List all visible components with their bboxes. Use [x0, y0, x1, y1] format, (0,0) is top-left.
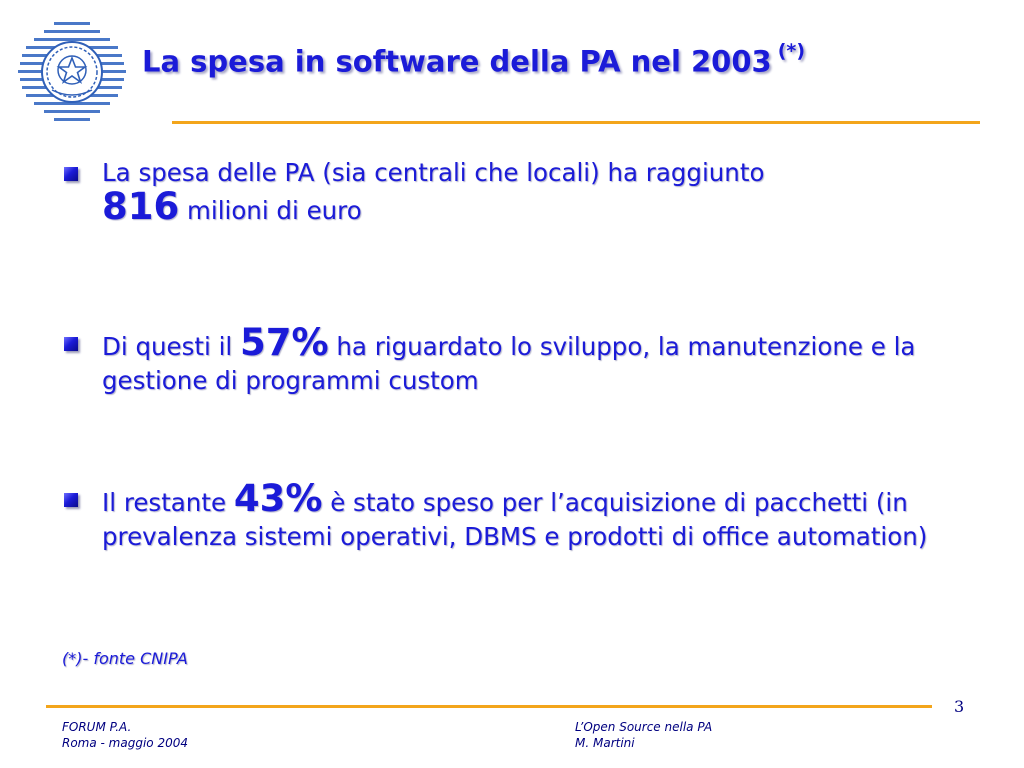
bullet-text-post: è stato speso per l’acquisizione di pacc…	[102, 488, 928, 551]
footer-right: L’Open Source nella PA M. Martini	[575, 719, 712, 751]
bullet-text-pre: Il restante	[102, 488, 227, 517]
bullet-text-pre: La spesa delle PA (sia centrali che loca…	[102, 158, 765, 187]
bullet-highlight-value: 57%	[240, 321, 329, 364]
footer-divider	[46, 705, 932, 708]
title-divider	[172, 121, 980, 124]
bullet-highlight-value: 816	[102, 185, 180, 228]
bullet-text: Il restante 43% è stato speso per l’acqu…	[102, 480, 962, 554]
square-bullet-icon	[64, 337, 78, 351]
page-number: 3	[954, 697, 965, 716]
bullet-text: La spesa delle PA (sia centrali che loca…	[102, 156, 962, 228]
footer-left: FORUM P.A. Roma - maggio 2004	[62, 719, 188, 751]
footer-place-date: Roma - maggio 2004	[62, 736, 188, 750]
bullet-text-pre: Di questi il	[102, 332, 233, 361]
slide-title-text: La spesa in software della PA nel 2003	[142, 44, 772, 79]
square-bullet-icon	[64, 167, 78, 181]
slide-title: La spesa in software della PA nel 2003 (*…	[142, 40, 805, 79]
bullet-text-post: ha riguardato lo sviluppo, la manutenzio…	[102, 332, 916, 395]
bullet-text: Di questi il 57% ha riguardato lo svilup…	[102, 324, 962, 398]
italian-republic-emblem-icon	[18, 22, 126, 121]
slide-title-footnote-mark: (*)	[777, 40, 806, 62]
footer-author: M. Martini	[575, 736, 635, 750]
source-note: (*)- fonte CNIPA	[62, 649, 188, 668]
bullet-text-post: milioni di euro	[187, 196, 362, 225]
square-bullet-icon	[64, 493, 78, 507]
footer-presentation-title: L’Open Source nella PA	[575, 720, 713, 734]
footer-event: FORUM P.A.	[62, 720, 132, 734]
bullet-highlight-value: 43%	[233, 477, 323, 520]
